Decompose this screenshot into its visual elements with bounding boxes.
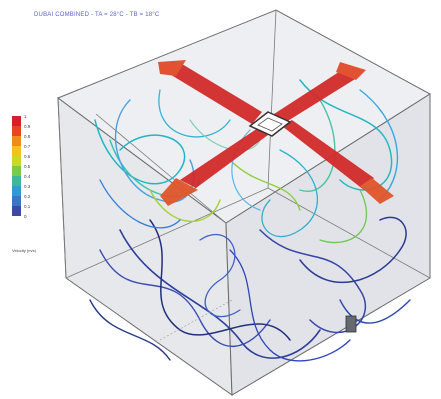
room-edges: [57, 9, 431, 279]
legend-tick-label: 0.7: [24, 144, 31, 149]
legend-tick-label: 0.8: [24, 134, 31, 139]
legend-swatch: [12, 166, 21, 176]
legend-swatch: [12, 116, 21, 126]
legend-swatch: [12, 156, 21, 166]
ceiling-diffuser: [248, 111, 292, 137]
legend-tick-label: 0.2: [24, 194, 31, 199]
legend-swatch: [12, 126, 21, 136]
streamlines: [89, 79, 411, 362]
legend-tick-label: 0.1: [24, 204, 31, 209]
legend-swatch: [12, 186, 21, 196]
legend-swatch: [12, 146, 21, 156]
velocity-legend: 1 0.9 0.8 0.7 0.6 0.5 0.4 0.3 0.2 0.1 0 Velocity (…: [12, 114, 46, 256]
legend-colorbar: [12, 116, 21, 216]
legend-swatch: [12, 176, 21, 186]
exhaust-grille: [345, 315, 357, 333]
legend-tick-label: 0.6: [24, 154, 31, 159]
floor-axis-hint: [159, 299, 233, 341]
legend-tick-label: 0.9: [24, 124, 31, 129]
legend-tick-label: 1: [24, 114, 27, 119]
legend-swatch: [12, 206, 21, 216]
legend-tick-label: 0: [24, 214, 27, 219]
legend-unit-label: Velocity (m/s): [12, 248, 37, 253]
legend-swatch: [12, 136, 21, 146]
legend-tick-label: 0.3: [24, 184, 31, 189]
visualization-title: DUBAI COMBINED - TA = 28°C - TB = 18°C: [34, 12, 160, 18]
legend-tick-label: 0.4: [24, 174, 31, 179]
legend-swatch: [12, 196, 21, 206]
legend-tick-label: 0.5: [24, 164, 31, 169]
supply-air-jets: [158, 60, 394, 206]
